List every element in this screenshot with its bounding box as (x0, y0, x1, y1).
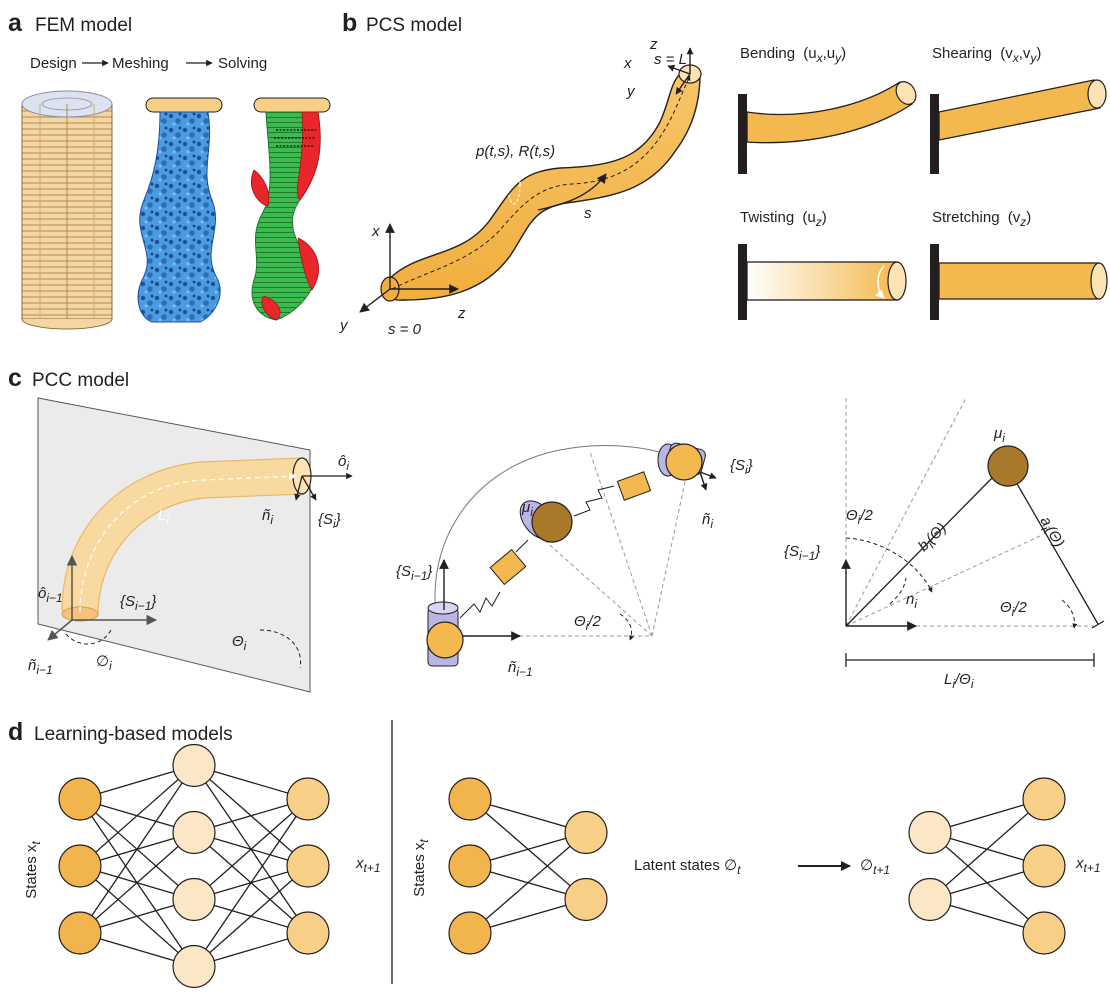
decoder-node (1023, 778, 1065, 820)
neural-networks (59, 745, 1065, 988)
right-S-im1-label: {Si−1} (784, 543, 820, 563)
mlp-node (173, 879, 215, 921)
mlp-node (287, 912, 329, 954)
mlp-node (287, 845, 329, 887)
tip-y-label: y (626, 83, 636, 100)
pcc-geometry-diagram (846, 398, 1104, 667)
step-meshing: Meshing (112, 55, 169, 72)
decoder-node (909, 812, 951, 854)
s-eq-0-label: s = 0 (388, 321, 422, 338)
base-x-label: x (371, 223, 380, 240)
encoder-node (565, 812, 607, 854)
decoder-node (1023, 912, 1065, 954)
base-y-label: y (339, 317, 349, 334)
design-cylinder (22, 91, 112, 329)
pcs-rod (381, 65, 701, 301)
base-z-label: z (457, 305, 466, 322)
decoder-node (909, 879, 951, 921)
panel-b-letter: b (342, 9, 357, 37)
panel-c: c PCC model ôi ôi−1 Li ñi {Si} {Si−1} ñi… (8, 364, 1104, 692)
mlp-edge (80, 766, 194, 867)
mid-theta-half-label: Θi/2 (574, 613, 602, 633)
encoder-node (565, 879, 607, 921)
mlp-node (59, 912, 101, 954)
phi-i-label: ∅i (96, 653, 112, 673)
arc-length-label: s (584, 205, 592, 222)
pcc-plane-diagram (38, 398, 352, 692)
stretching-label: Stretching (vz) (932, 209, 1031, 229)
mode-shearing: Shearing (vx,vy) (930, 45, 1106, 174)
mlp-node (287, 778, 329, 820)
output-label-left: xt+1 (355, 855, 381, 875)
solving-body (251, 98, 330, 320)
mode-twisting: Twisting (uz) (738, 209, 906, 320)
mid-n-i-label: ñi (702, 511, 713, 531)
right-mu-i-label: μi (993, 425, 1005, 445)
encoder-edge (470, 833, 586, 934)
mlp-edge (80, 833, 194, 934)
mlp-node (173, 946, 215, 988)
latent-label: Latent states ∅t (634, 857, 741, 877)
panel-a-letter: a (8, 9, 23, 37)
twisting-label: Twisting (uz) (740, 209, 827, 229)
a-i-label: ai(Θ) (1034, 514, 1068, 552)
s-eq-L-label: s = L (654, 51, 687, 68)
bending-label: Bending (ux,uy) (740, 45, 846, 65)
tip-x-label: x (623, 55, 632, 72)
encoder-node (449, 912, 491, 954)
decoder-node (1023, 845, 1065, 887)
panel-a-title: FEM model (35, 15, 132, 36)
mid-S-i-label: {Si} (730, 457, 753, 477)
S-i-label: {Si} (318, 511, 341, 531)
mode-bending: Bending (ux,uy) (738, 45, 920, 174)
panel-c-letter: c (8, 364, 22, 392)
states-label-right: States xt (411, 839, 431, 897)
latent-next-label: ∅t+1 (860, 857, 890, 877)
mode-stretching: Stretching (vz) (930, 209, 1107, 320)
panel-c-title: PCC model (32, 370, 129, 391)
panel-b-title: PCS model (366, 15, 462, 36)
mid-S-im1-label: {Si−1} (396, 563, 432, 583)
panel-d-title: Learning-based models (34, 724, 233, 745)
decoder-edge (930, 799, 1044, 900)
panel-d: d Learning-based models States xt xt+1 S… (8, 718, 1101, 988)
right-theta-half-top-label: Θi/2 (846, 507, 874, 527)
n-im1-label: ñi−1 (28, 657, 53, 677)
encoder-node (449, 778, 491, 820)
o-i-label: ôi (338, 453, 349, 473)
mlp-node (173, 812, 215, 854)
panel-b: b PCS model p(t,s), R(t,s) s s = L z x y… (339, 9, 1107, 338)
pose-label: p(t,s), R(t,s) (475, 143, 555, 160)
shearing-label: Shearing (vx,vy) (932, 45, 1041, 65)
output-label-right: xt+1 (1075, 855, 1101, 875)
encoder-node (449, 845, 491, 887)
mlp-edge (194, 866, 308, 967)
mlp-node (173, 745, 215, 787)
right-n-i-label: ni (906, 591, 917, 611)
right-theta-half-bot-label: Θi/2 (1000, 599, 1028, 619)
panel-d-letter: d (8, 718, 23, 746)
states-label-left: States xt (23, 841, 43, 899)
panel-a: a FEM model Design Meshing Solving (8, 9, 330, 329)
tip-z-label: z (649, 36, 658, 53)
step-design: Design (30, 55, 77, 72)
mid-n-im1-label: ñi−1 (508, 659, 533, 679)
mesh-body (138, 98, 222, 322)
mlp-node (59, 778, 101, 820)
mlp-node (59, 845, 101, 887)
base-axis-y (360, 289, 390, 312)
pcc-mass-spring-diagram (427, 442, 716, 666)
step-solving: Solving (218, 55, 267, 72)
mlp-edge (194, 799, 308, 900)
L-over-theta-label: Li/Θi (944, 671, 974, 691)
